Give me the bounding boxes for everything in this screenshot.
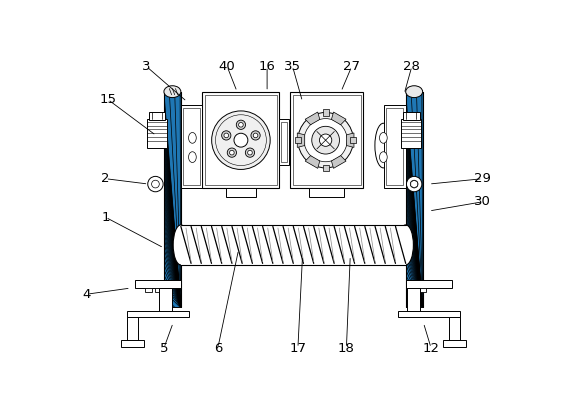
Text: 27: 27 xyxy=(343,60,360,73)
Circle shape xyxy=(410,180,418,188)
Circle shape xyxy=(230,150,234,155)
Bar xyxy=(449,317,460,340)
Circle shape xyxy=(222,131,231,140)
Bar xyxy=(386,108,403,185)
Circle shape xyxy=(312,126,339,154)
Circle shape xyxy=(298,113,354,168)
Circle shape xyxy=(224,133,229,138)
Text: 3: 3 xyxy=(142,60,151,73)
Bar xyxy=(121,340,144,346)
Circle shape xyxy=(148,176,163,192)
Bar xyxy=(309,188,344,197)
Circle shape xyxy=(406,176,422,192)
Bar xyxy=(443,340,466,346)
Polygon shape xyxy=(331,156,346,169)
Bar xyxy=(323,109,329,115)
Bar xyxy=(202,92,280,188)
Text: 6: 6 xyxy=(214,342,222,355)
Circle shape xyxy=(304,119,347,162)
Ellipse shape xyxy=(379,152,387,162)
Bar xyxy=(350,137,356,143)
Ellipse shape xyxy=(173,225,189,265)
Text: 17: 17 xyxy=(289,342,307,355)
Bar xyxy=(398,311,460,317)
Circle shape xyxy=(236,120,246,129)
Bar xyxy=(403,113,419,120)
Circle shape xyxy=(253,133,258,138)
Text: 18: 18 xyxy=(338,342,355,355)
Text: 1: 1 xyxy=(101,211,109,224)
Bar xyxy=(127,311,189,317)
Bar xyxy=(146,288,152,292)
Bar xyxy=(226,188,256,197)
Bar xyxy=(410,288,415,292)
Polygon shape xyxy=(305,112,320,125)
Circle shape xyxy=(245,148,254,157)
Text: 15: 15 xyxy=(99,93,116,106)
Circle shape xyxy=(234,133,248,147)
Bar xyxy=(290,92,363,188)
Bar xyxy=(183,108,200,185)
Text: 16: 16 xyxy=(258,60,276,73)
Circle shape xyxy=(320,134,332,146)
Ellipse shape xyxy=(189,152,197,162)
Bar xyxy=(401,119,421,148)
Text: 2: 2 xyxy=(101,172,109,185)
Text: 12: 12 xyxy=(423,342,439,355)
Circle shape xyxy=(238,122,243,127)
Bar xyxy=(127,317,138,340)
Bar xyxy=(295,137,301,143)
Polygon shape xyxy=(347,133,354,148)
Bar xyxy=(384,105,406,188)
Ellipse shape xyxy=(184,123,201,168)
Polygon shape xyxy=(305,156,320,169)
Bar xyxy=(181,225,406,265)
Ellipse shape xyxy=(379,132,387,143)
Ellipse shape xyxy=(375,123,392,168)
Polygon shape xyxy=(331,112,346,125)
Text: 29: 29 xyxy=(474,172,491,185)
Bar xyxy=(155,288,161,292)
Bar xyxy=(159,288,172,311)
Bar xyxy=(205,95,277,185)
Bar xyxy=(148,113,166,120)
Text: 35: 35 xyxy=(284,60,301,73)
Text: 5: 5 xyxy=(160,342,168,355)
Ellipse shape xyxy=(406,86,423,97)
Circle shape xyxy=(248,150,252,155)
Bar xyxy=(164,92,181,307)
Bar xyxy=(323,165,329,171)
Ellipse shape xyxy=(164,86,181,97)
Circle shape xyxy=(211,111,270,169)
Bar xyxy=(147,119,167,148)
Circle shape xyxy=(152,180,159,188)
Bar xyxy=(135,280,181,288)
Bar xyxy=(164,92,181,307)
Bar xyxy=(181,105,202,188)
Ellipse shape xyxy=(398,225,413,265)
Circle shape xyxy=(227,148,237,157)
Bar xyxy=(292,95,361,185)
Text: 4: 4 xyxy=(83,288,91,301)
Text: 40: 40 xyxy=(219,60,236,73)
Bar xyxy=(406,92,423,307)
Bar xyxy=(281,122,287,162)
Text: 28: 28 xyxy=(403,60,420,73)
Bar xyxy=(419,288,426,292)
Bar xyxy=(407,288,419,311)
Text: 30: 30 xyxy=(474,195,491,208)
Bar xyxy=(406,92,423,307)
Bar xyxy=(406,280,452,288)
Bar xyxy=(280,119,289,165)
Polygon shape xyxy=(297,133,305,148)
Circle shape xyxy=(251,131,260,140)
Ellipse shape xyxy=(189,132,197,143)
